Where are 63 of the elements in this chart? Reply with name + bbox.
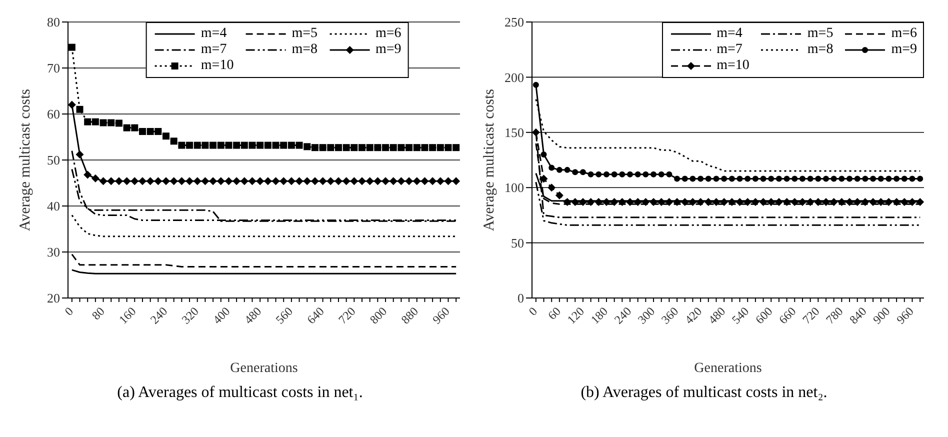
y-tick-label: 30 <box>47 244 60 260</box>
y-tick-label: 50 <box>47 152 60 168</box>
legend-label: m=10 <box>716 58 750 74</box>
legend-label: m=5 <box>807 26 834 42</box>
y-tick-label: 50 <box>511 235 524 250</box>
x-tick-label: 800 <box>366 304 390 327</box>
legend-label: m=9 <box>891 42 917 58</box>
x-axis-title: Generations <box>694 361 762 376</box>
y-tick-label: 60 <box>47 106 60 122</box>
x-tick-label: 720 <box>800 304 822 327</box>
x-tick-label: 360 <box>658 304 682 327</box>
x-tick-label: 480 <box>242 304 264 327</box>
y-tick-label: 150 <box>504 125 524 140</box>
x-tick-label: 400 <box>210 304 233 327</box>
y-axis-title: Average multicast costs <box>481 88 498 232</box>
x-tick-label: 0 <box>62 304 76 318</box>
legend-label: m=6 <box>891 26 917 42</box>
y-tick-label: 0 <box>518 290 524 306</box>
x-tick-label: 540 <box>729 304 752 327</box>
x-tick-label: 300 <box>634 304 658 327</box>
x-tick-label: 880 <box>398 304 421 327</box>
legend-label: m=7 <box>716 42 742 58</box>
legend-label: m=7 <box>200 42 227 58</box>
legend-label: m=4 <box>200 26 227 42</box>
x-tick-label: 960 <box>894 304 916 327</box>
x-tick-label: 420 <box>682 304 705 327</box>
x-tick-label: 600 <box>752 304 776 327</box>
text: (b) Averages of multicast costs in net₂. <box>580 384 828 402</box>
x-tick-label: 240 <box>147 304 170 327</box>
x-tick-label: 660 <box>776 304 799 327</box>
legend-label: m=5 <box>292 26 318 42</box>
x-tick-label: 780 <box>823 304 846 327</box>
legend-label: m=10 <box>200 58 234 74</box>
x-tick-label: 840 <box>846 304 870 327</box>
x-tick-label: 480 <box>706 304 728 327</box>
x-tick-label: 640 <box>304 304 327 327</box>
x-tick-label: 560 <box>272 304 296 327</box>
x-tick-label: 0 <box>526 304 540 318</box>
x-tick-label: 120 <box>564 304 588 327</box>
y-axis-title: Average multicast costs <box>17 88 34 232</box>
x-tick-label: 80 <box>88 304 108 323</box>
x-tick-label: 180 <box>588 304 611 327</box>
x-tick-label: 900 <box>870 304 893 327</box>
x-tick-label: 60 <box>545 304 564 323</box>
y-tick-label: 40 <box>47 198 60 214</box>
legend-label: m=9 <box>376 42 402 58</box>
legend-label: m=8 <box>807 42 834 58</box>
y-tick-label: 200 <box>504 70 524 85</box>
y-tick-label: 20 <box>47 290 60 306</box>
x-tick-label: 160 <box>116 304 139 327</box>
legend-label: m=6 <box>376 26 402 42</box>
y-tick-label: 70 <box>47 60 60 76</box>
text: (a) Averages of multicast costs in net₁. <box>116 384 364 402</box>
x-tick-label: 720 <box>336 304 358 327</box>
legend-label: m=8 <box>292 42 318 58</box>
y-tick-label: 250 <box>504 14 524 30</box>
x-axis-title: Generations <box>230 361 298 376</box>
y-tick-label: 80 <box>47 14 60 30</box>
legend-label: m=4 <box>716 26 742 42</box>
x-tick-label: 320 <box>178 304 202 327</box>
y-tick-label: 100 <box>504 180 524 196</box>
x-tick-label: 960 <box>430 304 452 327</box>
x-tick-label: 240 <box>611 304 634 327</box>
